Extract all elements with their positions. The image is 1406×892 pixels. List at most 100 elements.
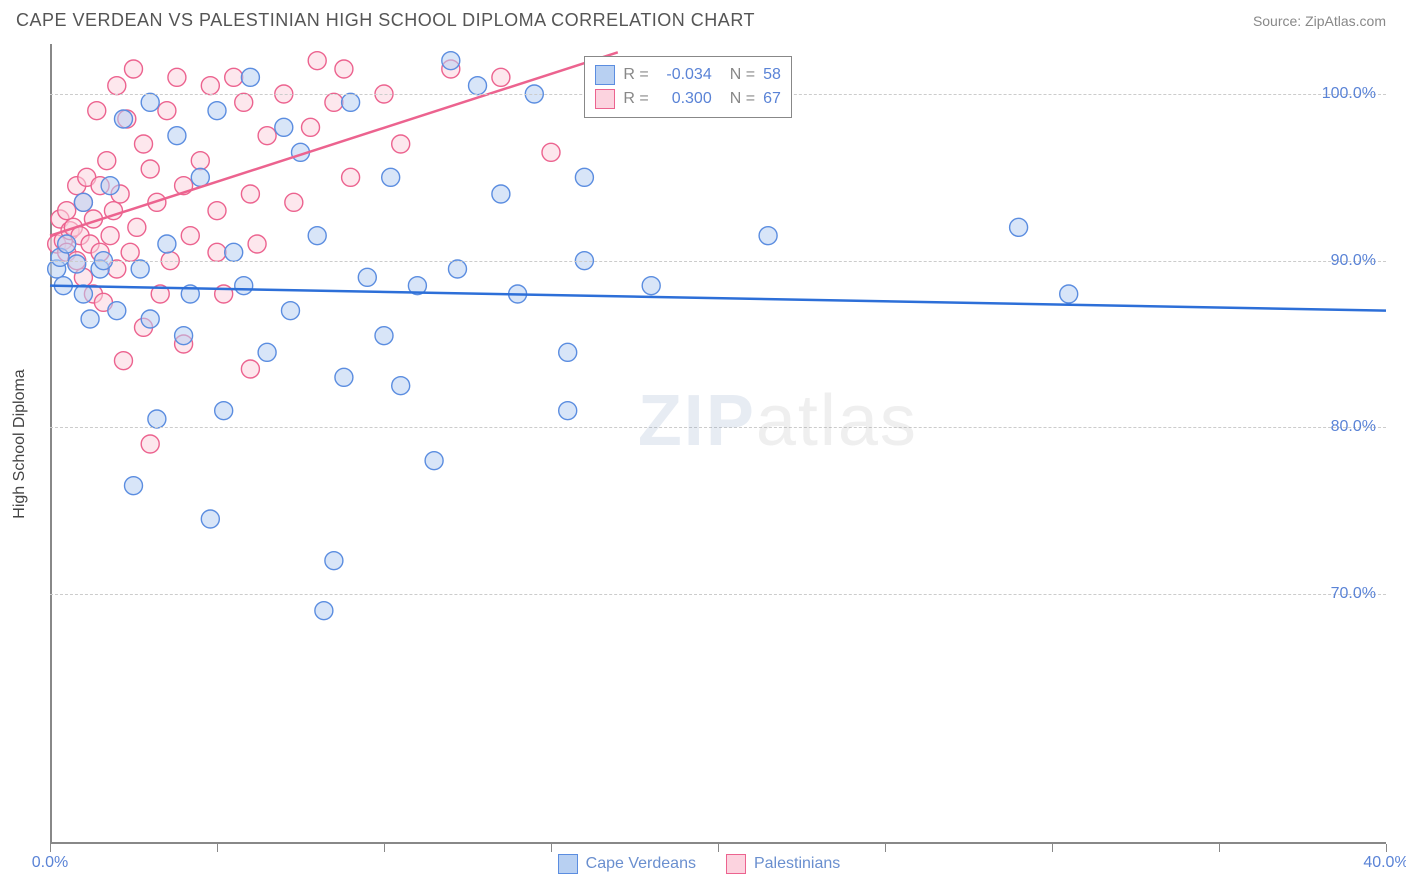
data-point xyxy=(81,310,99,328)
x-tick-mark xyxy=(217,844,218,852)
data-point xyxy=(241,360,259,378)
data-point xyxy=(302,118,320,136)
data-point xyxy=(235,93,253,111)
gridline xyxy=(50,594,1386,595)
data-point xyxy=(559,402,577,420)
x-tick-mark xyxy=(885,844,886,852)
x-tick-mark xyxy=(718,844,719,852)
data-point xyxy=(101,177,119,195)
data-point xyxy=(342,168,360,186)
y-tick-label: 90.0% xyxy=(1331,252,1376,270)
legend-series-name: Palestinians xyxy=(754,855,840,873)
y-axis-label: High School Diploma xyxy=(11,369,29,518)
legend-swatch xyxy=(595,65,615,85)
data-point xyxy=(642,277,660,295)
legend-row: R =-0.034N =58 xyxy=(595,63,780,87)
data-point xyxy=(559,343,577,361)
data-point xyxy=(208,102,226,120)
data-point xyxy=(492,68,510,86)
y-tick-label: 80.0% xyxy=(1331,418,1376,436)
data-point xyxy=(448,260,466,278)
legend-swatch xyxy=(726,854,746,874)
data-point xyxy=(141,435,159,453)
data-point xyxy=(208,243,226,261)
gridline xyxy=(50,261,1386,262)
data-point xyxy=(208,202,226,220)
legend-r-label: R = xyxy=(623,90,648,108)
data-point xyxy=(392,135,410,153)
legend-series: Cape Verdeans Palestinians xyxy=(558,854,841,874)
data-point xyxy=(342,93,360,111)
data-point xyxy=(58,235,76,253)
data-point xyxy=(358,268,376,286)
data-point xyxy=(125,60,143,78)
data-point xyxy=(425,452,443,470)
data-point xyxy=(141,160,159,178)
data-point xyxy=(74,285,92,303)
data-point xyxy=(108,77,126,95)
data-point xyxy=(281,302,299,320)
data-point xyxy=(58,202,76,220)
data-point xyxy=(74,193,92,211)
x-tick-mark xyxy=(1052,844,1053,852)
data-point xyxy=(158,235,176,253)
x-tick-mark xyxy=(1386,844,1387,852)
data-point xyxy=(392,377,410,395)
regression-line xyxy=(50,286,1386,311)
data-point xyxy=(201,77,219,95)
data-point xyxy=(275,118,293,136)
data-point xyxy=(108,302,126,320)
data-point xyxy=(125,477,143,495)
x-tick-mark xyxy=(384,844,385,852)
legend-stats: R =-0.034N =58R =0.300N =67 xyxy=(584,56,791,118)
legend-r-value: -0.034 xyxy=(657,66,712,84)
legend-n-label: N = xyxy=(730,90,755,108)
legend-item: Cape Verdeans xyxy=(558,854,696,874)
legend-swatch xyxy=(595,89,615,109)
data-point xyxy=(225,243,243,261)
data-point xyxy=(141,93,159,111)
data-point xyxy=(575,168,593,186)
x-tick-label: 40.0% xyxy=(1363,854,1406,872)
data-point xyxy=(168,127,186,145)
legend-n-label: N = xyxy=(730,66,755,84)
x-tick-label: 0.0% xyxy=(32,854,68,872)
x-tick-mark xyxy=(50,844,51,852)
legend-row: R =0.300N =67 xyxy=(595,87,780,111)
x-tick-mark xyxy=(1219,844,1220,852)
data-point xyxy=(248,235,266,253)
data-point xyxy=(215,402,233,420)
y-tick-label: 100.0% xyxy=(1322,85,1376,103)
data-point xyxy=(335,60,353,78)
data-point xyxy=(1010,218,1028,236)
data-point xyxy=(335,368,353,386)
data-point xyxy=(382,168,400,186)
data-point xyxy=(158,102,176,120)
data-point xyxy=(1060,285,1078,303)
data-point xyxy=(191,152,209,170)
legend-r-value: 0.300 xyxy=(657,90,712,108)
data-point xyxy=(128,218,146,236)
data-point xyxy=(469,77,487,95)
chart-title: CAPE VERDEAN VS PALESTINIAN HIGH SCHOOL … xyxy=(16,10,755,31)
data-point xyxy=(258,127,276,145)
data-point xyxy=(241,68,259,86)
source-label: Source: ZipAtlas.com xyxy=(1253,13,1386,29)
data-point xyxy=(121,243,139,261)
data-point xyxy=(135,135,153,153)
legend-item: Palestinians xyxy=(726,854,840,874)
data-point xyxy=(442,52,460,70)
data-point xyxy=(101,227,119,245)
data-point xyxy=(241,185,259,203)
data-point xyxy=(201,510,219,528)
data-point xyxy=(285,193,303,211)
data-point xyxy=(114,110,132,128)
data-point xyxy=(235,277,253,295)
legend-series-name: Cape Verdeans xyxy=(586,855,696,873)
watermark: ZIPatlas xyxy=(638,380,918,462)
legend-swatch xyxy=(558,854,578,874)
data-point xyxy=(68,255,86,273)
data-point xyxy=(258,343,276,361)
data-point xyxy=(131,260,149,278)
legend-r-label: R = xyxy=(623,66,648,84)
